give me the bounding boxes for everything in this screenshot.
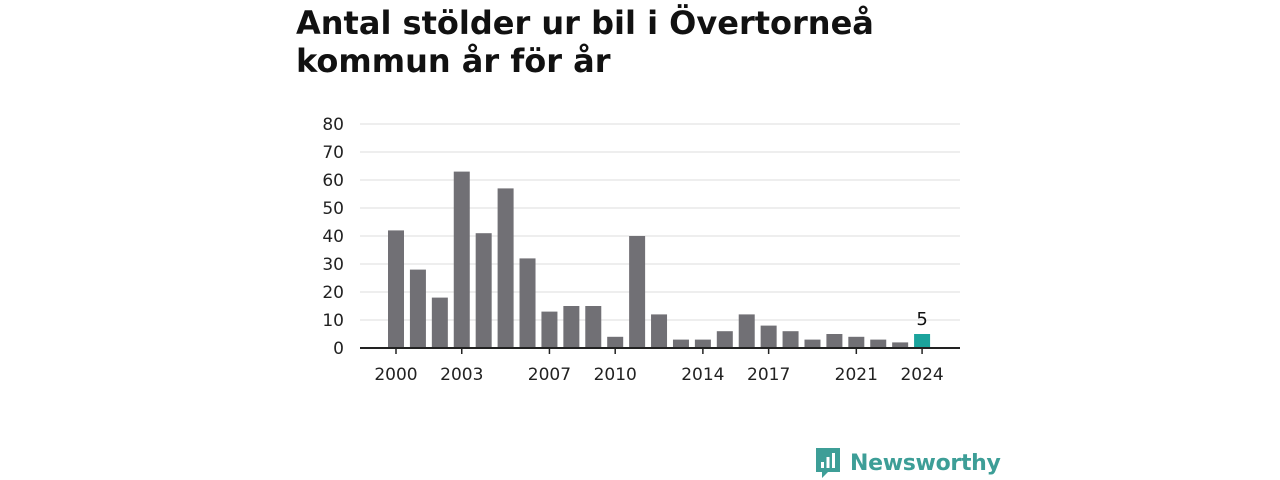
bar-2019 <box>804 339 821 348</box>
x-tick-label: 2024 <box>900 365 943 385</box>
y-tick-label: 40 <box>322 227 344 247</box>
bar-2023 <box>892 342 909 348</box>
bar-2022 <box>870 339 887 348</box>
bar-2006 <box>519 258 536 348</box>
data-label-2024: 5 <box>916 309 927 330</box>
x-tick-label: 2003 <box>440 365 483 385</box>
bar-2002 <box>431 297 448 348</box>
bar-2015 <box>716 331 733 348</box>
grid-lines <box>360 123 960 321</box>
newsworthy-logo-icon <box>816 448 840 478</box>
x-tick-label: 2010 <box>594 365 637 385</box>
brand-name: Newsworthy <box>850 450 1001 476</box>
x-axis-ticks: 2000 2003 2007 2010 2014 2017 2021 2024 <box>360 347 960 385</box>
x-tick-label: 2007 <box>528 365 571 385</box>
bars <box>388 171 931 348</box>
y-tick-label: 10 <box>322 311 344 331</box>
bar-2011 <box>629 236 646 348</box>
x-tick-label: 2017 <box>747 365 790 385</box>
bar-2013 <box>672 339 689 348</box>
x-tick-label: 2000 <box>374 365 417 385</box>
y-tick-label: 60 <box>322 171 344 191</box>
brand-logo: Newsworthy <box>814 446 1001 480</box>
y-tick-label: 30 <box>322 255 344 275</box>
bar-2012 <box>651 314 668 348</box>
y-tick-label: 80 <box>322 115 344 135</box>
bar-2001 <box>409 269 426 348</box>
bar-2017 <box>760 325 777 348</box>
bar-2005 <box>497 188 514 348</box>
y-tick-label: 20 <box>322 283 344 303</box>
x-tick-label: 2014 <box>681 365 724 385</box>
data-labels: 5 <box>916 309 927 330</box>
bar-2024 <box>914 334 931 348</box>
bar-2000 <box>388 230 404 348</box>
y-tick-label: 50 <box>322 199 344 219</box>
y-tick-label: 0 <box>333 339 344 359</box>
x-tick-label: 2021 <box>835 365 878 385</box>
y-tick-label: 70 <box>322 143 344 163</box>
bar-2009 <box>585 306 602 348</box>
y-axis-ticks: 0 10 20 30 40 50 60 70 80 <box>322 115 344 359</box>
bar-2008 <box>563 306 580 348</box>
bar-2007 <box>541 311 558 348</box>
bar-2018 <box>782 331 799 348</box>
bar-2016 <box>738 314 755 348</box>
bar-2003 <box>453 171 470 348</box>
bar-2021 <box>848 336 865 348</box>
bar-2020 <box>826 334 843 348</box>
bar-2014 <box>694 339 711 348</box>
chart-title: Antal stölder ur bil i Övertorneå kommun… <box>296 4 874 80</box>
bar-2010 <box>607 336 624 348</box>
bar-2004 <box>475 233 492 348</box>
